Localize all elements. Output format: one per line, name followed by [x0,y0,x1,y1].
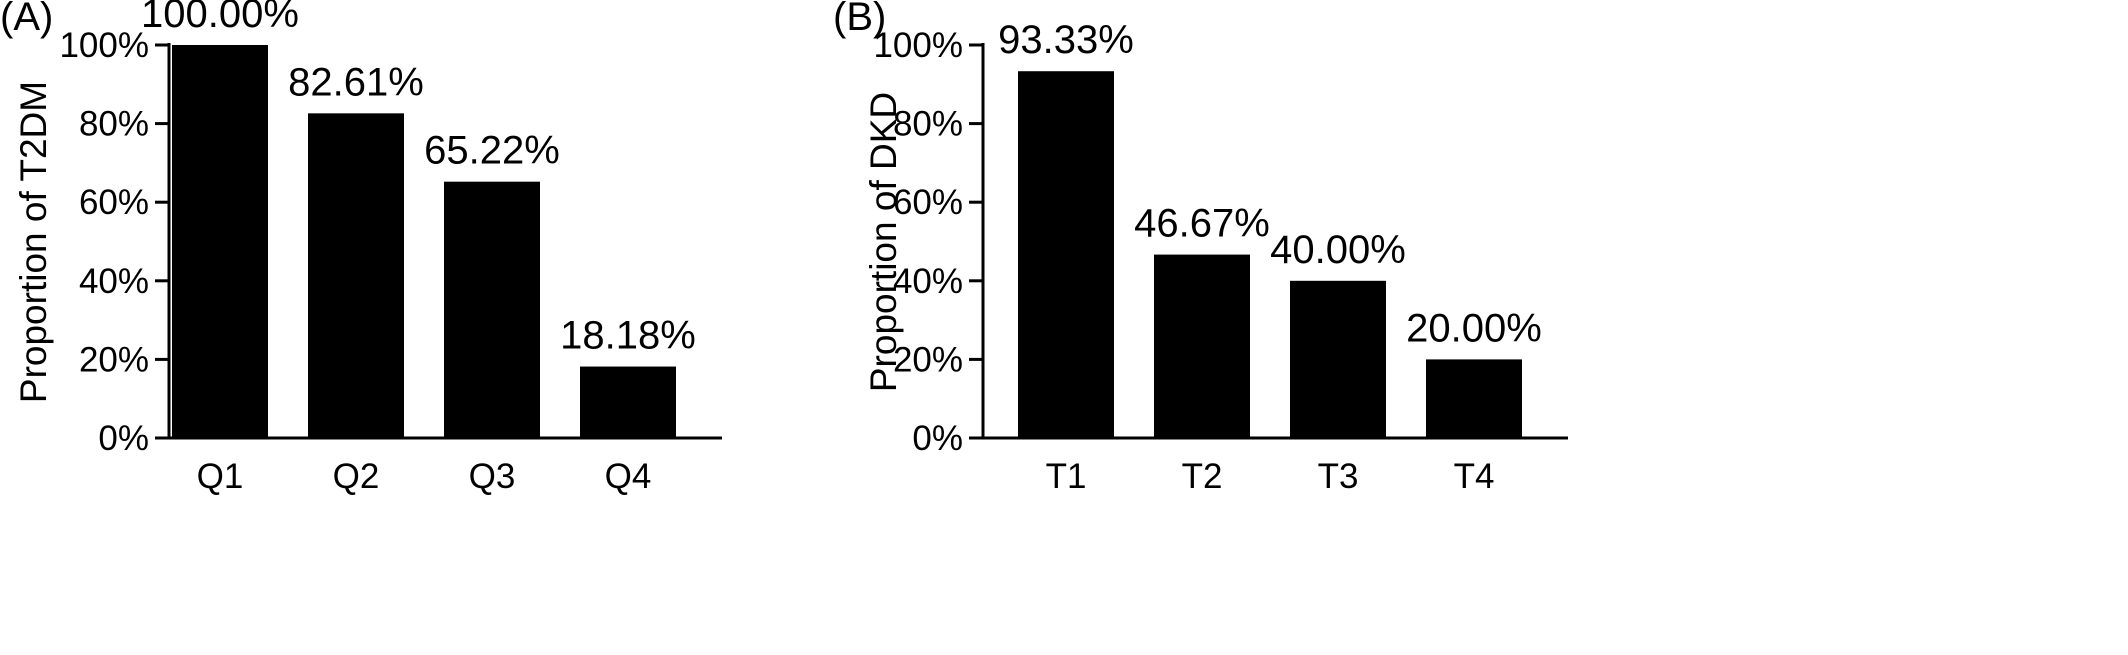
bar-q4 [580,366,676,438]
y-tick-label: 80% [893,105,963,144]
y-axis-title: Proportion of T2DM [13,81,54,403]
y-tick-label: 0% [98,419,149,458]
data-label: 65.22% [424,129,560,173]
y-tick-label: 0% [912,419,963,458]
data-label: 40.00% [1270,228,1406,272]
x-tick-label: Q3 [469,457,516,496]
bar-q1 [172,45,268,438]
data-label: 100.00% [141,0,299,36]
y-tick-label: 80% [79,105,149,144]
y-tick-label: 40% [79,262,149,301]
x-tick-label: Q1 [197,457,244,496]
bar-t1 [1018,71,1114,438]
x-tick-label: T4 [1454,457,1495,496]
x-tick-label: T1 [1046,457,1087,496]
y-tick-label: 60% [79,183,149,222]
y-tick-label: 100% [873,26,963,65]
y-tick-label: 20% [79,340,149,379]
x-tick-label: T2 [1182,457,1223,496]
data-label: 46.67% [1134,202,1270,246]
bar-t4 [1426,359,1522,438]
bar-q3 [444,181,540,438]
y-axis-title: Proportion of DKD [863,92,904,392]
panel-label: (B) [833,0,886,39]
chart-panel-a: (A)Proportion of T2DM0%20%40%60%80%100%1… [0,0,722,496]
y-tick-label: 100% [59,26,149,65]
data-label: 82.61% [288,60,424,104]
bar-q2 [308,113,404,438]
x-tick-label: Q4 [605,457,652,496]
y-tick-label: 40% [893,262,963,301]
bar-t2 [1154,254,1250,438]
x-tick-label: T3 [1318,457,1359,496]
x-tick-label: Q2 [333,457,380,496]
data-label: 18.18% [560,314,696,358]
y-tick-label: 60% [893,183,963,222]
panel-label: (A) [0,0,53,39]
bar-t3 [1290,280,1386,438]
y-tick-label: 20% [893,340,963,379]
data-label: 20.00% [1406,306,1542,350]
data-label: 93.33% [998,18,1134,62]
